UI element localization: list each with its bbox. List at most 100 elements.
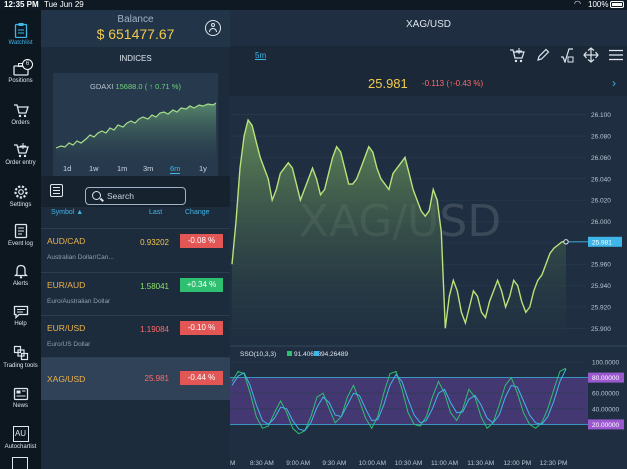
index-header: GDAXI 15688.0 ( ↑ 0.71 %) — [53, 82, 218, 91]
price-tick-label: 26.000 — [591, 219, 611, 226]
column-last[interactable]: Last — [149, 209, 163, 216]
price-chart[interactable]: XAG/USD 26.10026.08026.06026.04026.02026… — [230, 96, 627, 469]
chat-icon — [13, 305, 28, 319]
price-tick-label: 26.060 — [591, 155, 611, 162]
index-card[interactable]: GDAXI 15688.0 ( ↑ 0.71 %) 1d 1w 1m 3m 6m… — [53, 73, 218, 177]
price-tick-label: 26.100 — [591, 112, 611, 119]
price-tick-label: 25.920 — [591, 304, 611, 311]
time-tick-label: 9:00 AM — [286, 460, 310, 467]
timeframe-1y[interactable]: 1y — [199, 164, 207, 173]
balance-value: $ 651477.67 — [96, 26, 175, 42]
table-row[interactable]: XAG/USD 25.981 -0.44 % — [41, 357, 230, 400]
move-arrows-icon[interactable] — [583, 47, 599, 63]
oscillator-value-2: 94.26489 — [321, 351, 348, 358]
cart-plus-icon[interactable] — [509, 48, 525, 63]
row-last: 0.93202 — [140, 238, 169, 247]
sidebar-item-positions[interactable]: 6 Positions — [0, 59, 41, 84]
row-symbol: EUR/AUD — [47, 280, 86, 290]
sidebar-item-trading-tools[interactable]: Trading tools — [0, 345, 41, 369]
column-change[interactable]: Change — [185, 209, 210, 216]
status-time: 12:35 PM — [4, 0, 39, 9]
price-tick-label: 26.080 — [591, 134, 611, 141]
time-tick-label: 10:00 AM — [359, 460, 386, 467]
balance-header: Balance $ 651477.67 — [41, 10, 230, 47]
index-value: 15688.0 — [115, 82, 143, 91]
time-tick-label: 10:30 AM — [395, 460, 422, 467]
price-line-series — [231, 118, 566, 329]
sidebar-item-news[interactable]: News — [0, 387, 41, 409]
sidebar-item-order-entry[interactable]: Order entry — [0, 143, 41, 166]
timeframe-1w[interactable]: 1w — [89, 164, 99, 173]
sidebar-item-alerts[interactable]: Alerts — [0, 263, 41, 287]
wifi-icon: ◠ — [574, 0, 581, 8]
indicator-icon[interactable] — [560, 48, 574, 63]
index-name: GDAXI — [90, 82, 114, 91]
list-icon[interactable] — [50, 184, 63, 197]
status-bar: 12:35 PM Tue Jun 29 ◠ 100% — [0, 0, 627, 10]
current-price-dot — [563, 239, 569, 245]
time-tick-label: 8:30 AM — [250, 460, 274, 467]
time-tick-label: 11:00 AM — [431, 460, 458, 467]
sidebar-item-orders[interactable]: Orders — [0, 103, 41, 126]
column-symbol[interactable]: Symbol ▲ — [51, 209, 84, 216]
timeframe-6m[interactable]: 6m — [170, 164, 181, 174]
table-row[interactable]: AUD/CAD Australian Dollar/Can... 0.93202… — [41, 228, 230, 271]
table-row[interactable]: EUR/USD Euro/US Dollar 1.19084 -0.10 % — [41, 315, 230, 358]
timeframe-1m[interactable]: 1m — [117, 164, 128, 173]
balance-label: Balance — [117, 14, 154, 25]
oscillator-pane[interactable]: 100.0000 80.00000 60.00000 40.00000 20.00000 — [230, 360, 624, 435]
sidebar-item-label: Event log — [7, 241, 34, 247]
current-price-tag-label: 25.981 — [592, 239, 612, 246]
row-change: +0.34 % — [180, 278, 223, 292]
more-icon[interactable] — [12, 457, 28, 469]
indices-title: INDICES — [119, 54, 152, 63]
time-tick-label: 11:30 AM — [467, 460, 494, 467]
status-date: Tue Jun 29 — [44, 0, 84, 9]
oscillator-tick-label: 20.00000 — [592, 422, 619, 429]
cart-icon — [13, 104, 29, 118]
price-change: -0.113 (↑-0.43 %) — [422, 79, 484, 88]
cart-plus-icon — [13, 143, 29, 158]
price-area — [232, 120, 566, 339]
sidebar-item-settings[interactable]: Settings — [0, 184, 41, 208]
watchlist-tools: Search — [41, 176, 230, 207]
row-change: -0.08 % — [180, 234, 223, 248]
user-icon[interactable] — [205, 20, 221, 36]
chevron-right-icon[interactable]: › — [612, 76, 616, 90]
pencil-icon[interactable] — [536, 48, 550, 62]
autochartist-icon: AU — [12, 426, 29, 442]
sidebar-item-label: Help — [14, 321, 27, 327]
sidebar-item-help[interactable]: Help — [0, 305, 41, 327]
sidebar-item-watchlist[interactable]: Watchlist — [0, 22, 41, 46]
oscillator-tick-label: 100.0000 — [592, 360, 619, 367]
time-tick-label: 12:30 PM — [540, 460, 568, 467]
sidebar-item-label: News — [12, 403, 28, 409]
row-last: 1.58041 — [140, 282, 169, 291]
timeframe-1d[interactable]: 1d — [63, 164, 72, 173]
table-row[interactable]: EUR/AUD Euro/Australian Dollar 1.58041 +… — [41, 272, 230, 315]
row-symbol: AUD/CAD — [47, 236, 86, 246]
newspaper-icon — [13, 387, 28, 401]
clipboard-icon — [14, 23, 27, 38]
sidebar-item-event-log[interactable]: Event log — [0, 223, 41, 247]
menu-icon[interactable] — [609, 49, 623, 61]
search-input[interactable]: Search — [85, 187, 186, 205]
row-last: 1.19084 — [140, 325, 169, 334]
chart-panel: XAG/USD 5m 25.981 -0.113 (↑-0.43 %) › XA… — [230, 10, 627, 469]
chart-timeframe[interactable]: 5m — [255, 51, 267, 60]
watchlist-panel: Balance $ 651477.67 INDICES GDAXI 15688.… — [41, 10, 230, 469]
index-change: ( ↑ 0.71 %) — [144, 82, 181, 91]
sidebar-item-autochartist[interactable]: AU Autochartist — [0, 426, 41, 450]
oscillator-value-1: 91.40638 — [294, 351, 321, 358]
price-tick-label: 25.960 — [591, 262, 611, 269]
sidebar-item-label: Order entry — [5, 160, 36, 166]
current-price: 25.981 — [368, 76, 408, 91]
bell-icon — [13, 264, 28, 279]
gear-icon — [13, 185, 28, 199]
oscillator-series-line — [231, 368, 567, 432]
positions-badge: 6 — [22, 59, 33, 70]
timeframe-3m[interactable]: 3m — [143, 164, 154, 173]
sidebar-item-label: Orders — [11, 120, 30, 126]
sidebar-item-label: Autochartist — [4, 444, 37, 450]
oscillator-level-tag — [588, 419, 624, 430]
